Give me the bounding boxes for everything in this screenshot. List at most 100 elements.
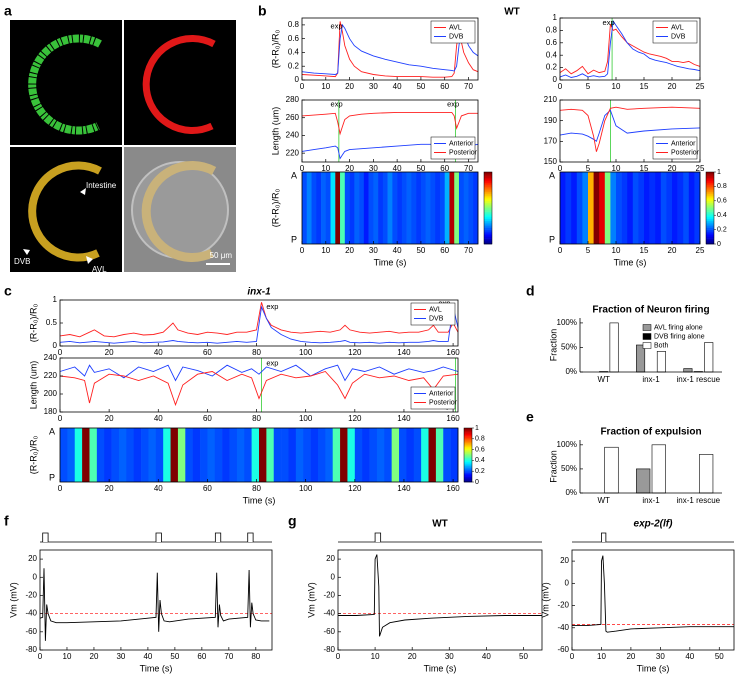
- colorbar-tick-label: 1: [475, 425, 479, 432]
- heatmap-cell: [678, 172, 684, 244]
- heatmap-cell: [633, 172, 639, 244]
- x-tick-label: 160: [446, 484, 460, 493]
- heatmap-cell: [345, 172, 350, 244]
- colorbar-segment: [706, 177, 714, 179]
- stimulus-pulse: [601, 533, 605, 542]
- legend-label: DVB: [671, 33, 686, 40]
- x-tick-label: 40: [393, 82, 402, 91]
- x-tick-label: 10: [612, 246, 621, 255]
- annotation: exp: [603, 18, 615, 27]
- colorbar-segment: [484, 226, 492, 228]
- y-tick-label: 240: [44, 353, 58, 362]
- colorbar-segment: [706, 201, 714, 203]
- legend-label: Both: [654, 342, 669, 349]
- colorbar-segment: [484, 228, 492, 230]
- y-tick-label: 20: [326, 554, 335, 563]
- colorbar-segment: [484, 204, 492, 206]
- x-axis-label: Time (s): [243, 495, 276, 505]
- heatmap-cell: [288, 428, 296, 482]
- heatmap-cell: [655, 172, 661, 244]
- heatmap-cell: [370, 428, 378, 482]
- x-tick-label: 100: [299, 484, 313, 493]
- chart-title: Fraction of expulsion: [600, 427, 701, 438]
- bar: [605, 447, 619, 493]
- heatmap-cell: [178, 428, 186, 482]
- y-tick-label: 20: [28, 554, 37, 563]
- x-tick-label: 30: [116, 652, 125, 661]
- x-tick-label: 0: [58, 414, 63, 423]
- legend-label: Posterior: [429, 399, 458, 406]
- x-tick-label: 25: [696, 82, 705, 91]
- x-tick-label: 30: [369, 246, 378, 255]
- y-tick-label: -60: [323, 627, 335, 636]
- heatmap-cell: [347, 428, 355, 482]
- heatmap-cell: [333, 428, 341, 482]
- colorbar-segment: [706, 208, 714, 210]
- colorbar-segment: [706, 210, 714, 212]
- heatmap-cell: [362, 428, 370, 482]
- colorbar-tick-label: 0.6: [717, 198, 727, 205]
- colorbar-segment: [706, 221, 714, 223]
- y-tick-label: 0: [295, 75, 300, 84]
- legend-swatch: [643, 325, 651, 331]
- y-tick-label: -80: [323, 645, 335, 654]
- heatmap-cell: [97, 428, 105, 482]
- heatmap-cell: [296, 428, 304, 482]
- plot-frame: [338, 550, 542, 650]
- heatmap-cell: [459, 172, 464, 244]
- x-tick-label: 15: [640, 246, 649, 255]
- x-tick-label: 0: [300, 82, 305, 91]
- heatmap-cell: [359, 172, 364, 244]
- heatmap-cell: [399, 428, 407, 482]
- x-tick-label: 0: [558, 82, 563, 91]
- y-tick-label: 0: [53, 341, 58, 350]
- x-axis-label: Time (s): [614, 257, 647, 267]
- panel-label: g: [288, 513, 297, 529]
- x-tick-label: 20: [345, 82, 354, 91]
- row-label: P: [49, 472, 55, 482]
- y-tick-label: 0.2: [288, 61, 300, 70]
- heatmap-cell: [377, 428, 385, 482]
- series-line: [60, 365, 458, 380]
- colorbar-segment: [706, 237, 714, 239]
- colorbar-segment: [484, 215, 492, 217]
- heatmap-cell: [369, 172, 374, 244]
- colorbar-segment: [706, 224, 714, 226]
- x-tick-label: 50: [715, 652, 724, 661]
- heatmap-cell: [325, 428, 333, 482]
- heatmap-cell: [200, 428, 208, 482]
- colorbar-segment: [484, 194, 492, 196]
- x-tick-label: 10: [371, 652, 380, 661]
- colorbar-segment: [484, 206, 492, 208]
- heatmap-cell: [599, 172, 605, 244]
- x-tick-label: 20: [345, 246, 354, 255]
- heatmap-cell: [335, 172, 340, 244]
- colorbar-segment: [706, 172, 714, 174]
- colorbar-segment: [706, 222, 714, 224]
- y-tick-label: 0.6: [288, 34, 300, 43]
- x-tick-label: 60: [203, 414, 212, 423]
- legend-swatch: [643, 334, 651, 340]
- x-tick-label: 20: [668, 82, 677, 91]
- y-axis-label: (R-R₀)/R₀: [28, 304, 38, 343]
- annotation: exp: [331, 99, 343, 108]
- x-tick-label: 40: [154, 348, 163, 357]
- heatmap-cell: [421, 172, 426, 244]
- heatmap-cell: [435, 172, 440, 244]
- y-tick-label: -20: [323, 591, 335, 600]
- heatmap-cell: [163, 428, 171, 482]
- colorbar-segment: [706, 217, 714, 219]
- colorbar-tick-label: 0.2: [475, 468, 485, 475]
- y-tick-label: 220: [44, 371, 58, 380]
- y-tick-label: 0: [553, 75, 558, 84]
- x-tick-label: 0: [300, 246, 305, 255]
- colorbar-segment: [706, 235, 714, 237]
- x-tick-label: 80: [252, 484, 261, 493]
- colorbar-segment: [484, 186, 492, 188]
- colorbar-segment: [484, 190, 492, 192]
- stimulus-pulse: [43, 533, 48, 542]
- heatmap-cell: [414, 428, 422, 482]
- colorbar-segment: [484, 235, 492, 237]
- x-tick-label: 40: [154, 414, 163, 423]
